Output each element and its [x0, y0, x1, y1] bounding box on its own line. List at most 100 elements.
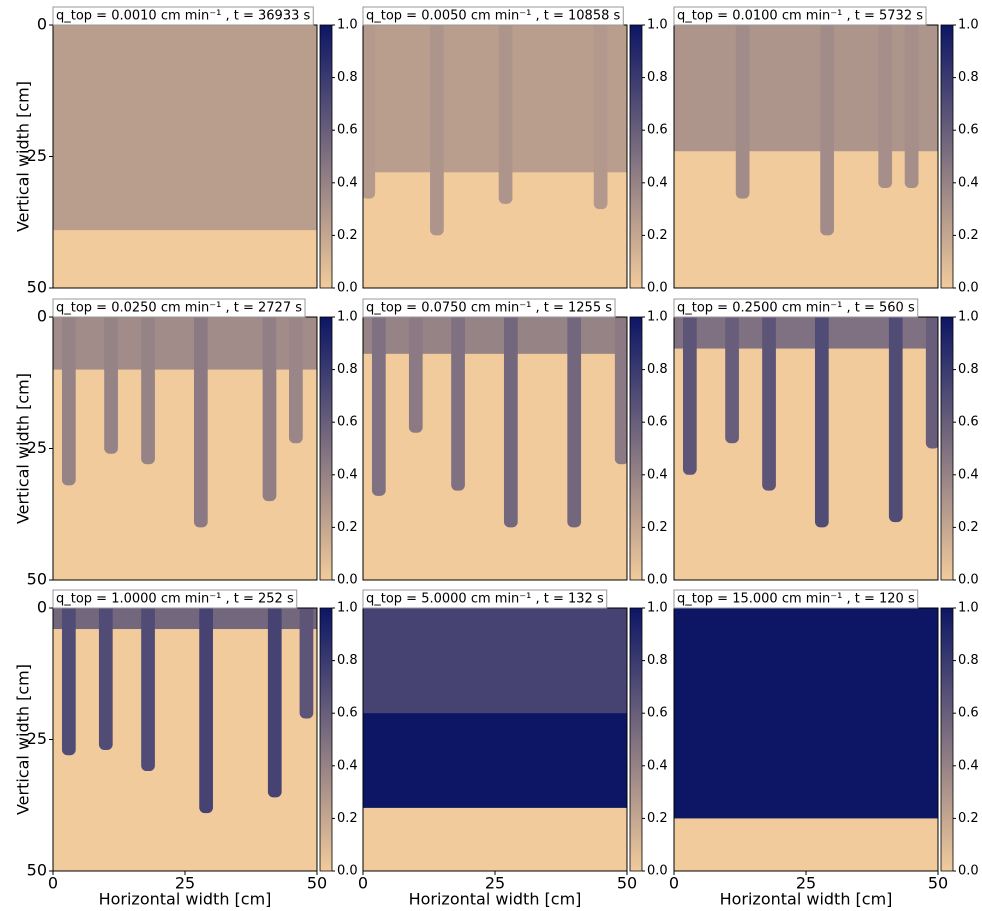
finger: [98, 608, 113, 751]
y-tick-label: 0: [37, 598, 47, 617]
colorbar: [940, 607, 954, 872]
finger: [593, 25, 608, 210]
y-tick-label: 25: [27, 438, 47, 457]
finger: [820, 25, 834, 236]
finger: [451, 317, 465, 491]
colorbar-tick-label: 0.0: [647, 864, 668, 879]
plot-area: [53, 608, 317, 871]
colorbar-tick-label: 0.0: [958, 573, 979, 588]
finger: [925, 317, 938, 449]
colorbar: [629, 24, 643, 289]
colorbar-tick-label: 0.6: [647, 706, 668, 721]
colorbar-tick-label: 0.8: [647, 653, 668, 668]
panel: q_top = 0.2500 cm min⁻¹ , t = 560 s 0.0 0.…: [673, 298, 979, 588]
wet-layer: [363, 317, 627, 354]
y-tick-label: 0: [37, 307, 47, 326]
wet-layer: [363, 25, 627, 173]
y-tick-label: 25: [27, 146, 47, 165]
y-tick-label: 25: [27, 729, 47, 748]
plot-area: [53, 317, 317, 580]
x-tick-label: 50: [928, 874, 948, 893]
x-tick-label: 50: [307, 874, 327, 893]
title-box: [362, 6, 624, 26]
finger: [199, 608, 213, 814]
panel: q_top = 0.0050 cm min⁻¹ , t = 10858 s 0.0…: [362, 6, 668, 296]
colorbar-tick-label: 1.0: [958, 18, 979, 33]
plot-area: [363, 317, 627, 580]
plot-area: [674, 317, 938, 580]
colorbar-tick-label: 0.4: [337, 175, 358, 190]
finger: [567, 317, 582, 528]
plot-area: [53, 25, 317, 288]
colorbar-tick-label: 0.6: [337, 706, 358, 721]
finger: [498, 25, 513, 204]
panel: q_top = 0.0750 cm min⁻¹ , t = 1255 s 0.0 0…: [362, 298, 668, 588]
background: [363, 317, 627, 580]
x-tick-label: 25: [175, 874, 195, 893]
colorbar-tick-label: 0.8: [337, 70, 358, 85]
panel: q_top = 0.0100 cm min⁻¹ , t = 5732 s 0.0 0…: [673, 6, 979, 296]
colorbar-tick-label: 1.0: [958, 310, 979, 325]
finger: [141, 317, 155, 465]
colorbar-tick-label: 0.4: [958, 758, 979, 773]
panel-title: q_top = 1.0000 cm min⁻¹ , t = 252 s: [56, 592, 294, 607]
colorbar-tick-label: 0.0: [337, 573, 358, 588]
finger: [299, 608, 314, 719]
colorbar-tick-label: 0.6: [647, 415, 668, 430]
colorbar: [319, 607, 333, 872]
x-tick-label: 0: [358, 874, 368, 893]
plot-area: [363, 608, 627, 871]
title-box: [52, 298, 306, 318]
x-axis-label: Horizontal width [cm]: [409, 890, 582, 909]
colorbar-tick-label: 0.8: [958, 362, 979, 377]
finger: [888, 317, 903, 523]
title-box: [673, 6, 927, 26]
colorbar-tick-label: 0.4: [647, 758, 668, 773]
title-box: [673, 298, 919, 318]
colorbar-tick-label: 1.0: [337, 18, 358, 33]
colorbar-tick-label: 0.8: [337, 362, 358, 377]
x-tick-label: 0: [48, 874, 58, 893]
colorbar-tick-label: 0.2: [647, 228, 668, 243]
colorbar-tick-label: 0.2: [958, 228, 979, 243]
colorbar-tick-label: 0.8: [647, 362, 668, 377]
colorbar-tick-label: 0.2: [958, 811, 979, 826]
x-axis-label: Horizontal width [cm]: [720, 890, 893, 909]
colorbar-tick-label: 1.0: [647, 18, 668, 33]
finger: [682, 317, 697, 475]
x-axis-label: Horizontal width [cm]: [99, 890, 272, 909]
colorbar-tick-label: 1.0: [337, 310, 358, 325]
colorbar-tick-label: 0.6: [958, 706, 979, 721]
panel-title: q_top = 0.2500 cm min⁻¹ , t = 560 s: [677, 301, 915, 316]
colorbar-tick-label: 1.0: [337, 601, 358, 616]
x-tick-label: 25: [796, 874, 816, 893]
y-axis-label: Vertical width [cm]: [14, 664, 33, 815]
y-tick-label: 50: [27, 861, 47, 880]
wet-layer: [363, 608, 627, 714]
y-tick-label: 0: [37, 15, 47, 34]
colorbar-tick-label: 0.2: [337, 520, 358, 535]
colorbar-tick-label: 0.2: [647, 811, 668, 826]
wet-layer: [674, 608, 938, 819]
plot-area: [674, 608, 938, 871]
colorbar-tick-label: 0.6: [958, 415, 979, 430]
title-box: [52, 589, 298, 609]
finger: [762, 317, 776, 491]
finger: [61, 608, 76, 756]
finger: [193, 317, 208, 528]
colorbar-tick-label: 0.4: [958, 175, 979, 190]
panel-title: q_top = 15.000 cm min⁻¹ , t = 120 s: [677, 592, 915, 607]
wet-layer: [53, 608, 317, 630]
colorbar: [629, 316, 643, 581]
colorbar-tick-label: 0.2: [958, 520, 979, 535]
colorbar: [319, 24, 333, 289]
colorbar-tick-label: 0.4: [647, 467, 668, 482]
panel-title: q_top = 5.0000 cm min⁻¹ , t = 132 s: [366, 592, 604, 607]
wet-layer: [674, 25, 938, 152]
colorbar-tick-label: 0.6: [337, 123, 358, 138]
colorbar-tick-label: 0.0: [647, 281, 668, 296]
colorbar-tick-label: 0.0: [958, 281, 979, 296]
colorbar-tick-label: 0.4: [647, 175, 668, 190]
panel-title: q_top = 0.0010 cm min⁻¹ , t = 36933 s: [56, 9, 311, 24]
y-tick-label: 50: [27, 570, 47, 589]
